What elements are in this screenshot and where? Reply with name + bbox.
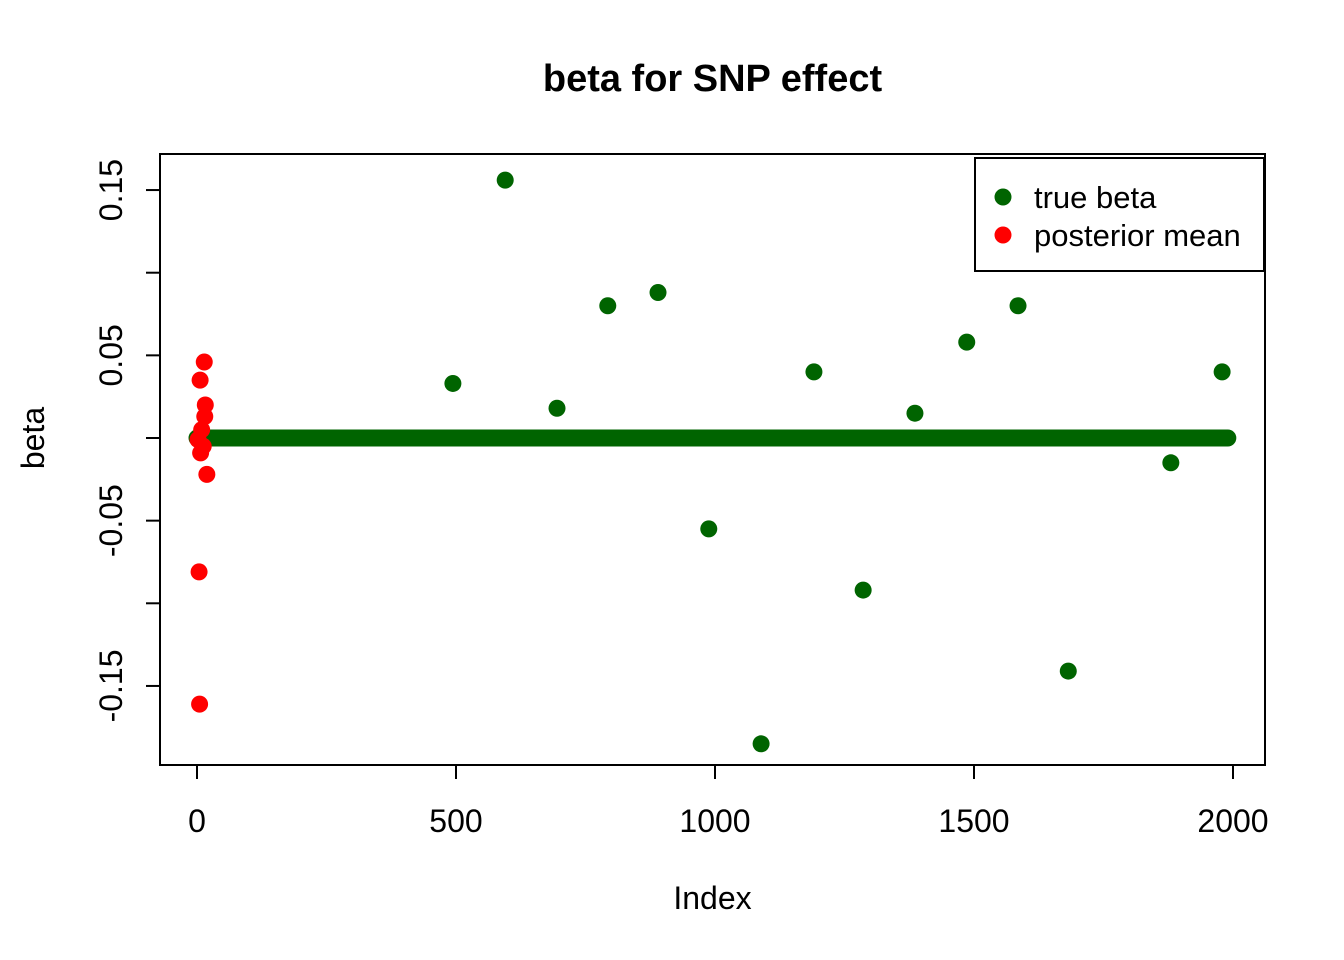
y-tick-label: 0.05 [93,324,129,386]
posterior-mean-point [192,444,210,462]
x-tick-label: 2000 [1197,803,1268,839]
true-beta-point [1059,662,1077,680]
true-beta-point [906,404,924,422]
legend-label: true beta [1034,180,1157,215]
y-tick-label: 0.15 [93,159,129,221]
true-beta-point [1213,363,1231,381]
true-beta-point [649,284,667,302]
y-axis-title: beta [15,406,51,470]
true-beta-point [496,171,514,189]
y-tick-label: -0.05 [93,484,129,557]
true-beta-point [444,374,462,392]
true-beta-point [1009,297,1027,315]
true-beta-point [599,297,617,315]
legend-marker-icon [994,188,1012,206]
x-tick-label: 500 [429,803,482,839]
true-beta-point [958,333,976,351]
y-tick-label: -0.15 [93,649,129,722]
x-axis-title: Index [673,880,752,916]
x-tick-label: 0 [188,803,206,839]
chart-title: beta for SNP effect [542,58,883,100]
plot-border [159,153,1266,766]
posterior-mean-point [195,353,213,371]
true-beta-point [548,399,566,417]
legend-marker-icon [994,226,1012,244]
posterior-mean-point [196,408,214,426]
true-beta-point [1162,454,1180,472]
x-tick-label: 1000 [679,803,750,839]
legend-label: posterior mean [1034,218,1241,253]
true-beta-point [805,363,823,381]
true-beta-point [700,520,718,538]
legend-box [974,157,1265,272]
posterior-mean-point [190,563,208,581]
posterior-mean-point [191,695,209,713]
x-tick-label: 1500 [938,803,1009,839]
true-beta-point [854,581,872,599]
posterior-mean-point [191,371,209,389]
true-beta-point [752,735,770,753]
posterior-mean-point [198,465,216,483]
